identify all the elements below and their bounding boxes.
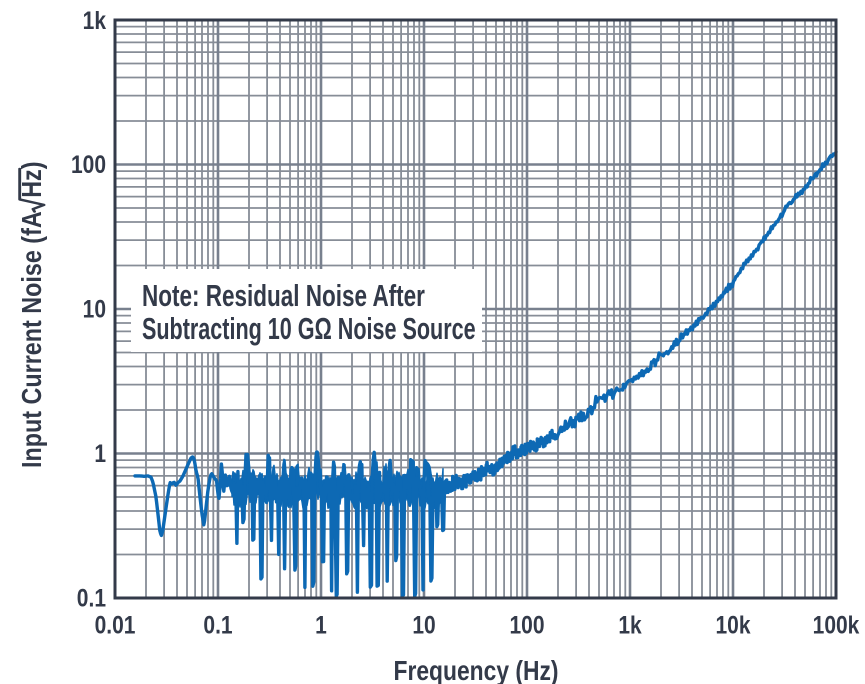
svg-text:1k: 1k — [618, 611, 641, 639]
svg-text:10: 10 — [412, 611, 435, 639]
svg-text:Frequency (Hz): Frequency (Hz) — [394, 656, 559, 684]
svg-text:1: 1 — [94, 439, 106, 467]
svg-text:Subtracting 10 GΩ Noise Source: Subtracting 10 GΩ Noise Source — [142, 311, 476, 346]
svg-text:0.1: 0.1 — [77, 584, 106, 612]
svg-text:100: 100 — [509, 611, 544, 639]
svg-text:0.1: 0.1 — [203, 611, 232, 639]
svg-text:Input Current Noise (fA: Input Current Noise (fA — [17, 211, 47, 468]
svg-text:10: 10 — [83, 295, 106, 323]
svg-text:100: 100 — [71, 150, 106, 178]
svg-text:10k: 10k — [715, 611, 750, 639]
svg-text:1k: 1k — [83, 6, 106, 34]
svg-text:Hz): Hz) — [17, 161, 47, 197]
svg-text:100k: 100k — [813, 611, 860, 639]
svg-text:Note: Residual Noise After: Note: Residual Noise After — [142, 278, 425, 313]
svg-text:0.01: 0.01 — [95, 611, 136, 639]
svg-text:1: 1 — [315, 611, 327, 639]
